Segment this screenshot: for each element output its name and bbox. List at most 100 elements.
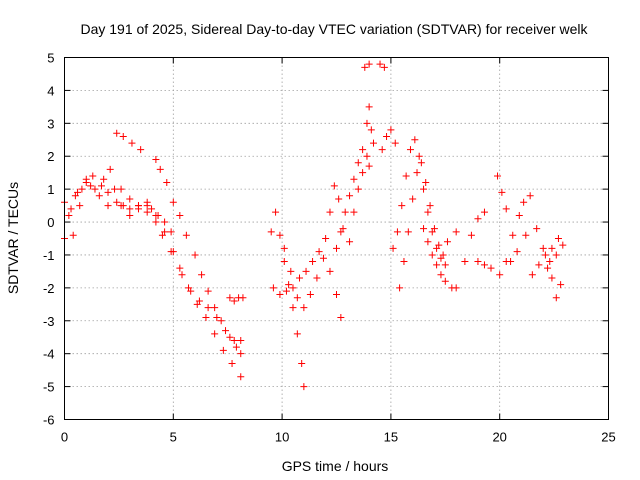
data-point xyxy=(148,205,156,213)
data-point xyxy=(411,136,419,144)
data-point xyxy=(287,267,295,275)
data-point xyxy=(302,267,310,275)
data-point xyxy=(441,261,449,269)
data-point xyxy=(363,152,371,160)
x-tick-label: 25 xyxy=(601,430,615,445)
series-arc17 xyxy=(452,208,488,266)
data-point xyxy=(100,175,108,183)
data-point xyxy=(152,218,160,226)
data-point xyxy=(443,238,451,246)
data-point xyxy=(548,274,556,282)
y-tick-label: -5 xyxy=(43,380,55,395)
data-point xyxy=(520,198,528,206)
data-point xyxy=(280,244,288,252)
data-point xyxy=(326,267,334,275)
data-point xyxy=(322,235,330,242)
data-point xyxy=(176,211,184,219)
data-point xyxy=(398,202,406,210)
series-arc19 xyxy=(474,172,510,272)
plot-frame xyxy=(64,57,609,420)
data-point xyxy=(163,179,171,187)
series-arc7 xyxy=(267,208,308,391)
data-point xyxy=(306,290,314,298)
data-point xyxy=(557,281,565,289)
axis-ticks: 0 5 10 15 20 25 -6 -5 -4 -3 -2 -1 0 1 2 3 4 5 xyxy=(43,51,616,445)
data-point xyxy=(404,228,412,236)
data-point xyxy=(187,287,195,295)
data-point xyxy=(559,241,567,249)
data-point xyxy=(97,182,105,190)
data-point xyxy=(232,343,240,351)
series-arc14 xyxy=(389,136,449,269)
data-marks xyxy=(61,60,567,391)
data-point xyxy=(195,297,203,305)
data-point xyxy=(346,238,354,246)
data-point xyxy=(82,175,90,183)
data-point xyxy=(300,304,308,312)
data-point xyxy=(76,202,84,210)
data-point xyxy=(487,264,495,272)
series-arc10 xyxy=(333,103,377,252)
data-point xyxy=(380,63,388,71)
series-arc1 xyxy=(61,129,145,213)
data-point xyxy=(330,182,338,190)
series-arc12 xyxy=(361,60,388,71)
data-point xyxy=(126,205,134,213)
data-point xyxy=(326,208,334,216)
data-point xyxy=(539,244,547,252)
data-point xyxy=(239,294,247,302)
data-point xyxy=(441,277,449,285)
series-arc20 xyxy=(496,211,567,279)
data-point xyxy=(452,228,460,236)
y-tick-label: -6 xyxy=(43,413,55,428)
data-point xyxy=(178,271,186,279)
data-point xyxy=(126,195,134,203)
data-point xyxy=(437,271,445,279)
y-tick-label: 0 xyxy=(47,215,54,230)
series-arc4 xyxy=(117,202,245,358)
data-point xyxy=(420,185,428,193)
data-point xyxy=(554,235,562,242)
data-point xyxy=(430,225,438,233)
data-point xyxy=(552,251,560,259)
data-point xyxy=(182,231,190,239)
data-point xyxy=(89,172,97,180)
data-point xyxy=(71,192,79,200)
data-point xyxy=(134,205,142,213)
data-point xyxy=(365,60,373,68)
series-arc8 xyxy=(269,182,347,298)
data-point xyxy=(333,244,340,252)
data-point xyxy=(533,225,541,233)
x-tick-label: 5 xyxy=(170,430,177,445)
data-point xyxy=(365,103,373,111)
x-tick-label: 0 xyxy=(61,430,68,445)
data-point xyxy=(152,211,160,219)
data-point xyxy=(237,337,245,345)
data-point xyxy=(87,182,95,190)
data-point xyxy=(276,231,284,239)
data-point xyxy=(361,63,369,71)
series-arc11 xyxy=(346,152,373,246)
series-arc13 xyxy=(378,126,399,154)
data-point xyxy=(198,271,206,279)
data-point xyxy=(387,126,395,134)
data-point xyxy=(474,215,482,223)
data-point xyxy=(104,188,112,196)
data-point xyxy=(228,360,236,368)
data-point xyxy=(269,284,277,292)
x-tick-label: 20 xyxy=(492,430,506,445)
data-point xyxy=(541,251,549,259)
series-arc21 xyxy=(507,192,560,266)
series-arc9 xyxy=(280,244,345,321)
data-point xyxy=(298,360,306,368)
data-point xyxy=(526,192,534,200)
data-point xyxy=(515,211,523,219)
data-point xyxy=(222,327,230,335)
data-point xyxy=(424,238,432,246)
data-point xyxy=(169,198,177,206)
data-point xyxy=(204,304,212,312)
data-point xyxy=(548,244,556,252)
y-tick-label: 1 xyxy=(47,182,54,197)
data-point xyxy=(413,169,421,177)
series-arc16 xyxy=(420,225,449,285)
